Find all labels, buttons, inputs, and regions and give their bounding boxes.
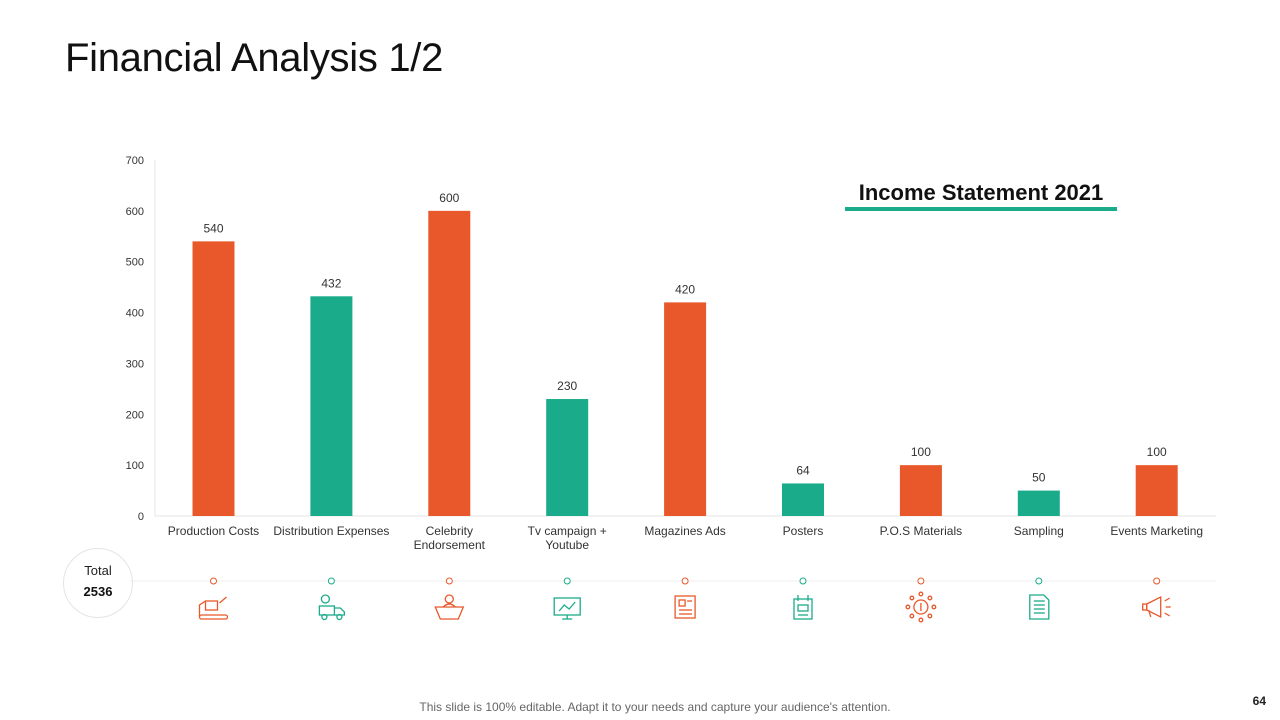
y-tick-label: 600 xyxy=(126,206,144,218)
icon-marker-dot xyxy=(1153,577,1161,585)
bar-value-label: 50 xyxy=(1032,471,1046,485)
document-icon xyxy=(1029,594,1050,620)
bar-value-label: 540 xyxy=(203,221,223,235)
icon-marker-dot xyxy=(681,577,689,585)
bar-production-costs xyxy=(192,241,235,516)
bar-value-label: 100 xyxy=(1147,445,1167,459)
bar-posters xyxy=(782,483,824,516)
x-tick-label: Distribution Expenses xyxy=(273,524,389,538)
icon-marker-dot xyxy=(799,577,807,585)
y-tick-label: 300 xyxy=(126,358,144,370)
icon-marker-dot xyxy=(563,577,571,585)
celebrity-icon xyxy=(434,594,465,620)
bar-distribution-expenses xyxy=(310,296,353,516)
bar-celebrity-endorsement xyxy=(428,210,471,516)
y-tick-label: 200 xyxy=(126,409,144,421)
x-tick-label: Youtube xyxy=(545,538,589,552)
bar-tv-campaign-youtube xyxy=(546,399,589,516)
x-tick-label: Tv campaign + xyxy=(528,524,607,538)
bar-value-label: 230 xyxy=(557,379,577,393)
icon-marker-dot xyxy=(445,577,453,585)
x-tick-label: Posters xyxy=(783,524,824,538)
total-label: Total xyxy=(84,563,112,578)
page-title: Financial Analysis 1/2 xyxy=(65,36,444,80)
legend-title: Income Statement 2021 xyxy=(858,180,1104,205)
poster-icon xyxy=(793,595,813,620)
bar-value-label: 100 xyxy=(911,445,931,459)
x-tick-label: Magazines Ads xyxy=(644,524,725,538)
y-tick-label: 700 xyxy=(126,155,144,167)
y-tick-label: 400 xyxy=(126,308,144,320)
x-tick-label: Sampling xyxy=(1014,524,1064,538)
total-badge: Total 2536 xyxy=(63,548,133,618)
legend-underline xyxy=(845,207,1117,211)
icon-marker-dot xyxy=(917,577,925,585)
bar-value-label: 64 xyxy=(796,463,810,477)
bar-value-label: 600 xyxy=(439,191,459,205)
x-tick-label: Endorsement xyxy=(414,538,486,552)
y-tick-label: 100 xyxy=(126,460,144,472)
x-tick-label: Events Marketing xyxy=(1110,524,1203,538)
bar-value-label: 420 xyxy=(675,282,695,296)
y-tick-label: 500 xyxy=(126,257,144,269)
x-tick-label: P.O.S Materials xyxy=(880,524,962,538)
megaphone-icon xyxy=(1142,595,1171,619)
factory-icon xyxy=(198,596,229,620)
footer-note: This slide is 100% editable. Adapt it to… xyxy=(419,700,891,714)
x-tick-label: Production Costs xyxy=(168,524,259,538)
money-network-icon xyxy=(905,591,937,623)
newspaper-icon xyxy=(674,595,696,619)
y-tick-label: 0 xyxy=(138,511,144,523)
x-tick-label: Celebrity xyxy=(426,524,473,538)
bar-p-o-s-materials xyxy=(899,465,942,516)
icon-marker-dot xyxy=(210,577,217,585)
page-number: 64 xyxy=(1252,694,1266,708)
bar-magazines-ads xyxy=(664,302,707,516)
tv-campaign-icon xyxy=(553,597,581,620)
icon-marker-dot xyxy=(327,577,335,585)
bar-value-label: 432 xyxy=(321,276,341,290)
delivery-truck-icon xyxy=(318,594,346,621)
icon-marker-dot xyxy=(1035,577,1043,585)
bar-sampling xyxy=(1017,490,1060,516)
total-value: 2536 xyxy=(83,584,113,599)
bar-events-marketing xyxy=(1135,465,1178,516)
